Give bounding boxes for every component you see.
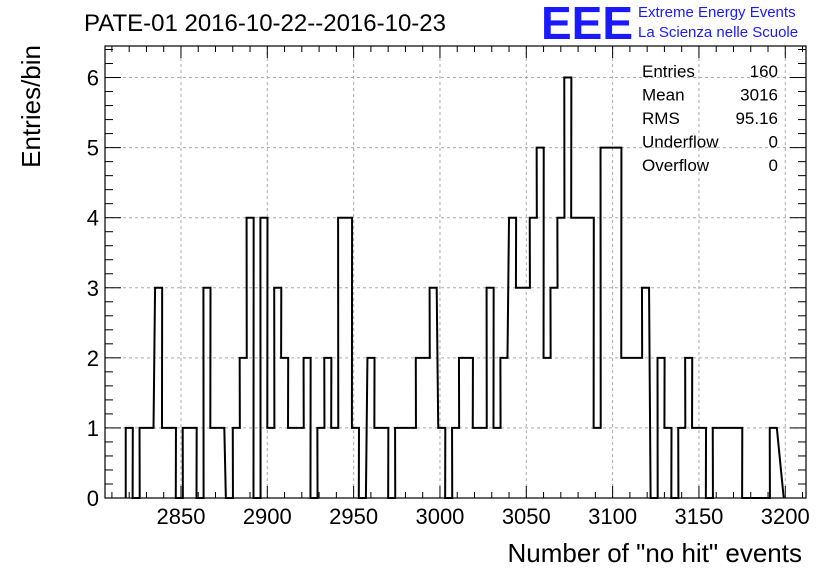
y-axis: 0 1 2 3 4 5 6 — [87, 49, 806, 511]
y-tick-label: 5 — [87, 136, 99, 161]
x-tick-label: 3000 — [415, 504, 464, 529]
x-tick-label: 2950 — [329, 504, 378, 529]
stats-value: 160 — [750, 62, 778, 81]
plot-frame — [104, 45, 807, 499]
eee-logo: EEE Extreme Energy Events La Scienza nel… — [541, 0, 831, 49]
stats-value: 95.16 — [735, 109, 778, 128]
logo-line-2: La Scienza nelle Scuole — [638, 24, 799, 41]
x-axis: 2850 2900 2950 3000 3050 3100 3150 3200 — [111, 46, 810, 529]
plot-title: PATE-01 2016-10-22--2016-10-23 — [84, 10, 446, 37]
y-tick-label: 1 — [87, 416, 99, 441]
x-tick-label: 3050 — [502, 504, 551, 529]
eee-logo-mark: EEE — [541, 0, 634, 49]
stats-label: Overflow — [642, 156, 710, 175]
grid — [105, 46, 806, 499]
y-tick-label: 0 — [87, 486, 99, 511]
x-tick-label: 3100 — [588, 504, 637, 529]
y-axis-label: Entries/bin — [16, 45, 46, 168]
stats-value: 3016 — [740, 86, 778, 105]
stats-value: 0 — [769, 133, 778, 152]
y-tick-label: 4 — [87, 206, 99, 231]
stats-value: 0 — [769, 156, 778, 175]
histogram-line — [124, 76, 785, 499]
x-axis-label: Number of "no hit" events — [508, 538, 803, 568]
stats-box: Entries 160 Mean 3016 RMS 95.16 Underflow 0 Over… — [642, 62, 778, 175]
stats-label: RMS — [642, 109, 680, 128]
y-tick-label: 2 — [87, 346, 99, 371]
stats-label: Entries — [642, 62, 695, 81]
stats-label: Underflow — [642, 133, 719, 152]
y-tick-label: 3 — [87, 276, 99, 301]
x-tick-label: 2850 — [156, 504, 205, 529]
x-tick-label: 3200 — [761, 504, 810, 529]
logo-line-1: Extreme Energy Events — [638, 4, 796, 21]
stats-label: Mean — [642, 86, 685, 105]
x-tick-label: 2900 — [243, 504, 292, 529]
x-tick-label: 3150 — [674, 504, 723, 529]
y-tick-label: 6 — [87, 66, 99, 91]
